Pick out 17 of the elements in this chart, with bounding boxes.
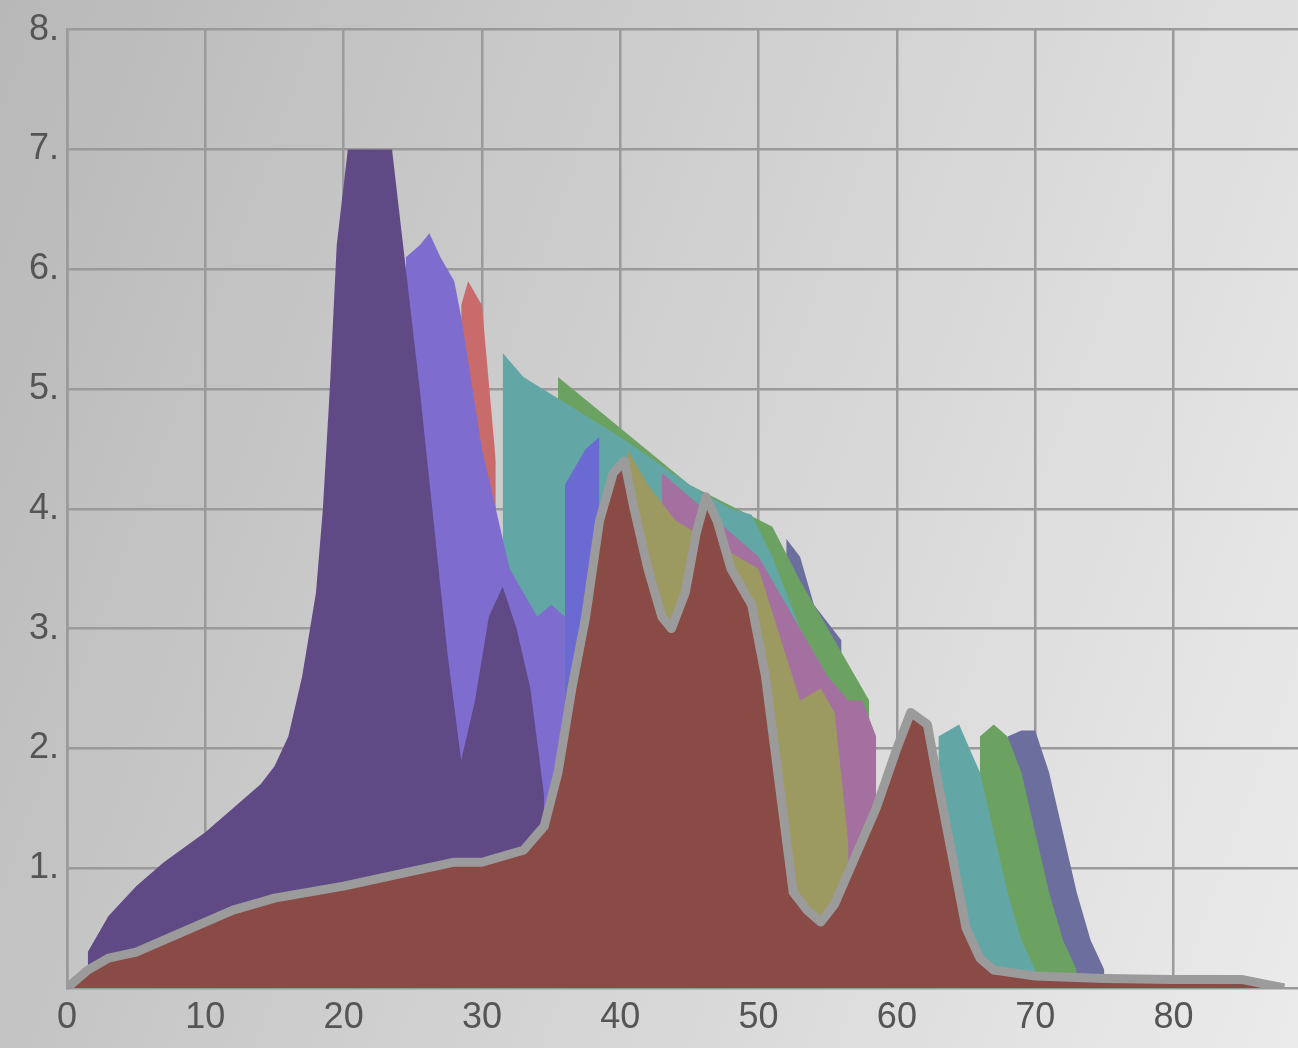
y-tick-label: 3.	[28, 605, 59, 647]
x-tick-label: 40	[600, 994, 641, 1036]
x-tick-label: 50	[738, 994, 779, 1036]
x-tick-label: 60	[876, 994, 917, 1036]
y-tick-label: 2.	[28, 725, 59, 767]
y-tick-label: 7.	[28, 126, 59, 168]
x-tick-label: 0	[56, 994, 78, 1036]
x-tick-label: 70	[1015, 994, 1056, 1036]
y-tick-label: 6.	[28, 246, 59, 288]
x-tick-label: 30	[461, 994, 502, 1036]
y-tick-label: 8.	[28, 6, 59, 48]
x-tick-label: 10	[185, 994, 226, 1036]
y-tick-label: 5.	[28, 365, 59, 407]
x-tick-label: 80	[1153, 994, 1194, 1036]
y-tick-label: 4.	[28, 485, 59, 527]
x-tick-label: 20	[323, 994, 364, 1036]
y-tick-label: 1.	[28, 845, 59, 887]
